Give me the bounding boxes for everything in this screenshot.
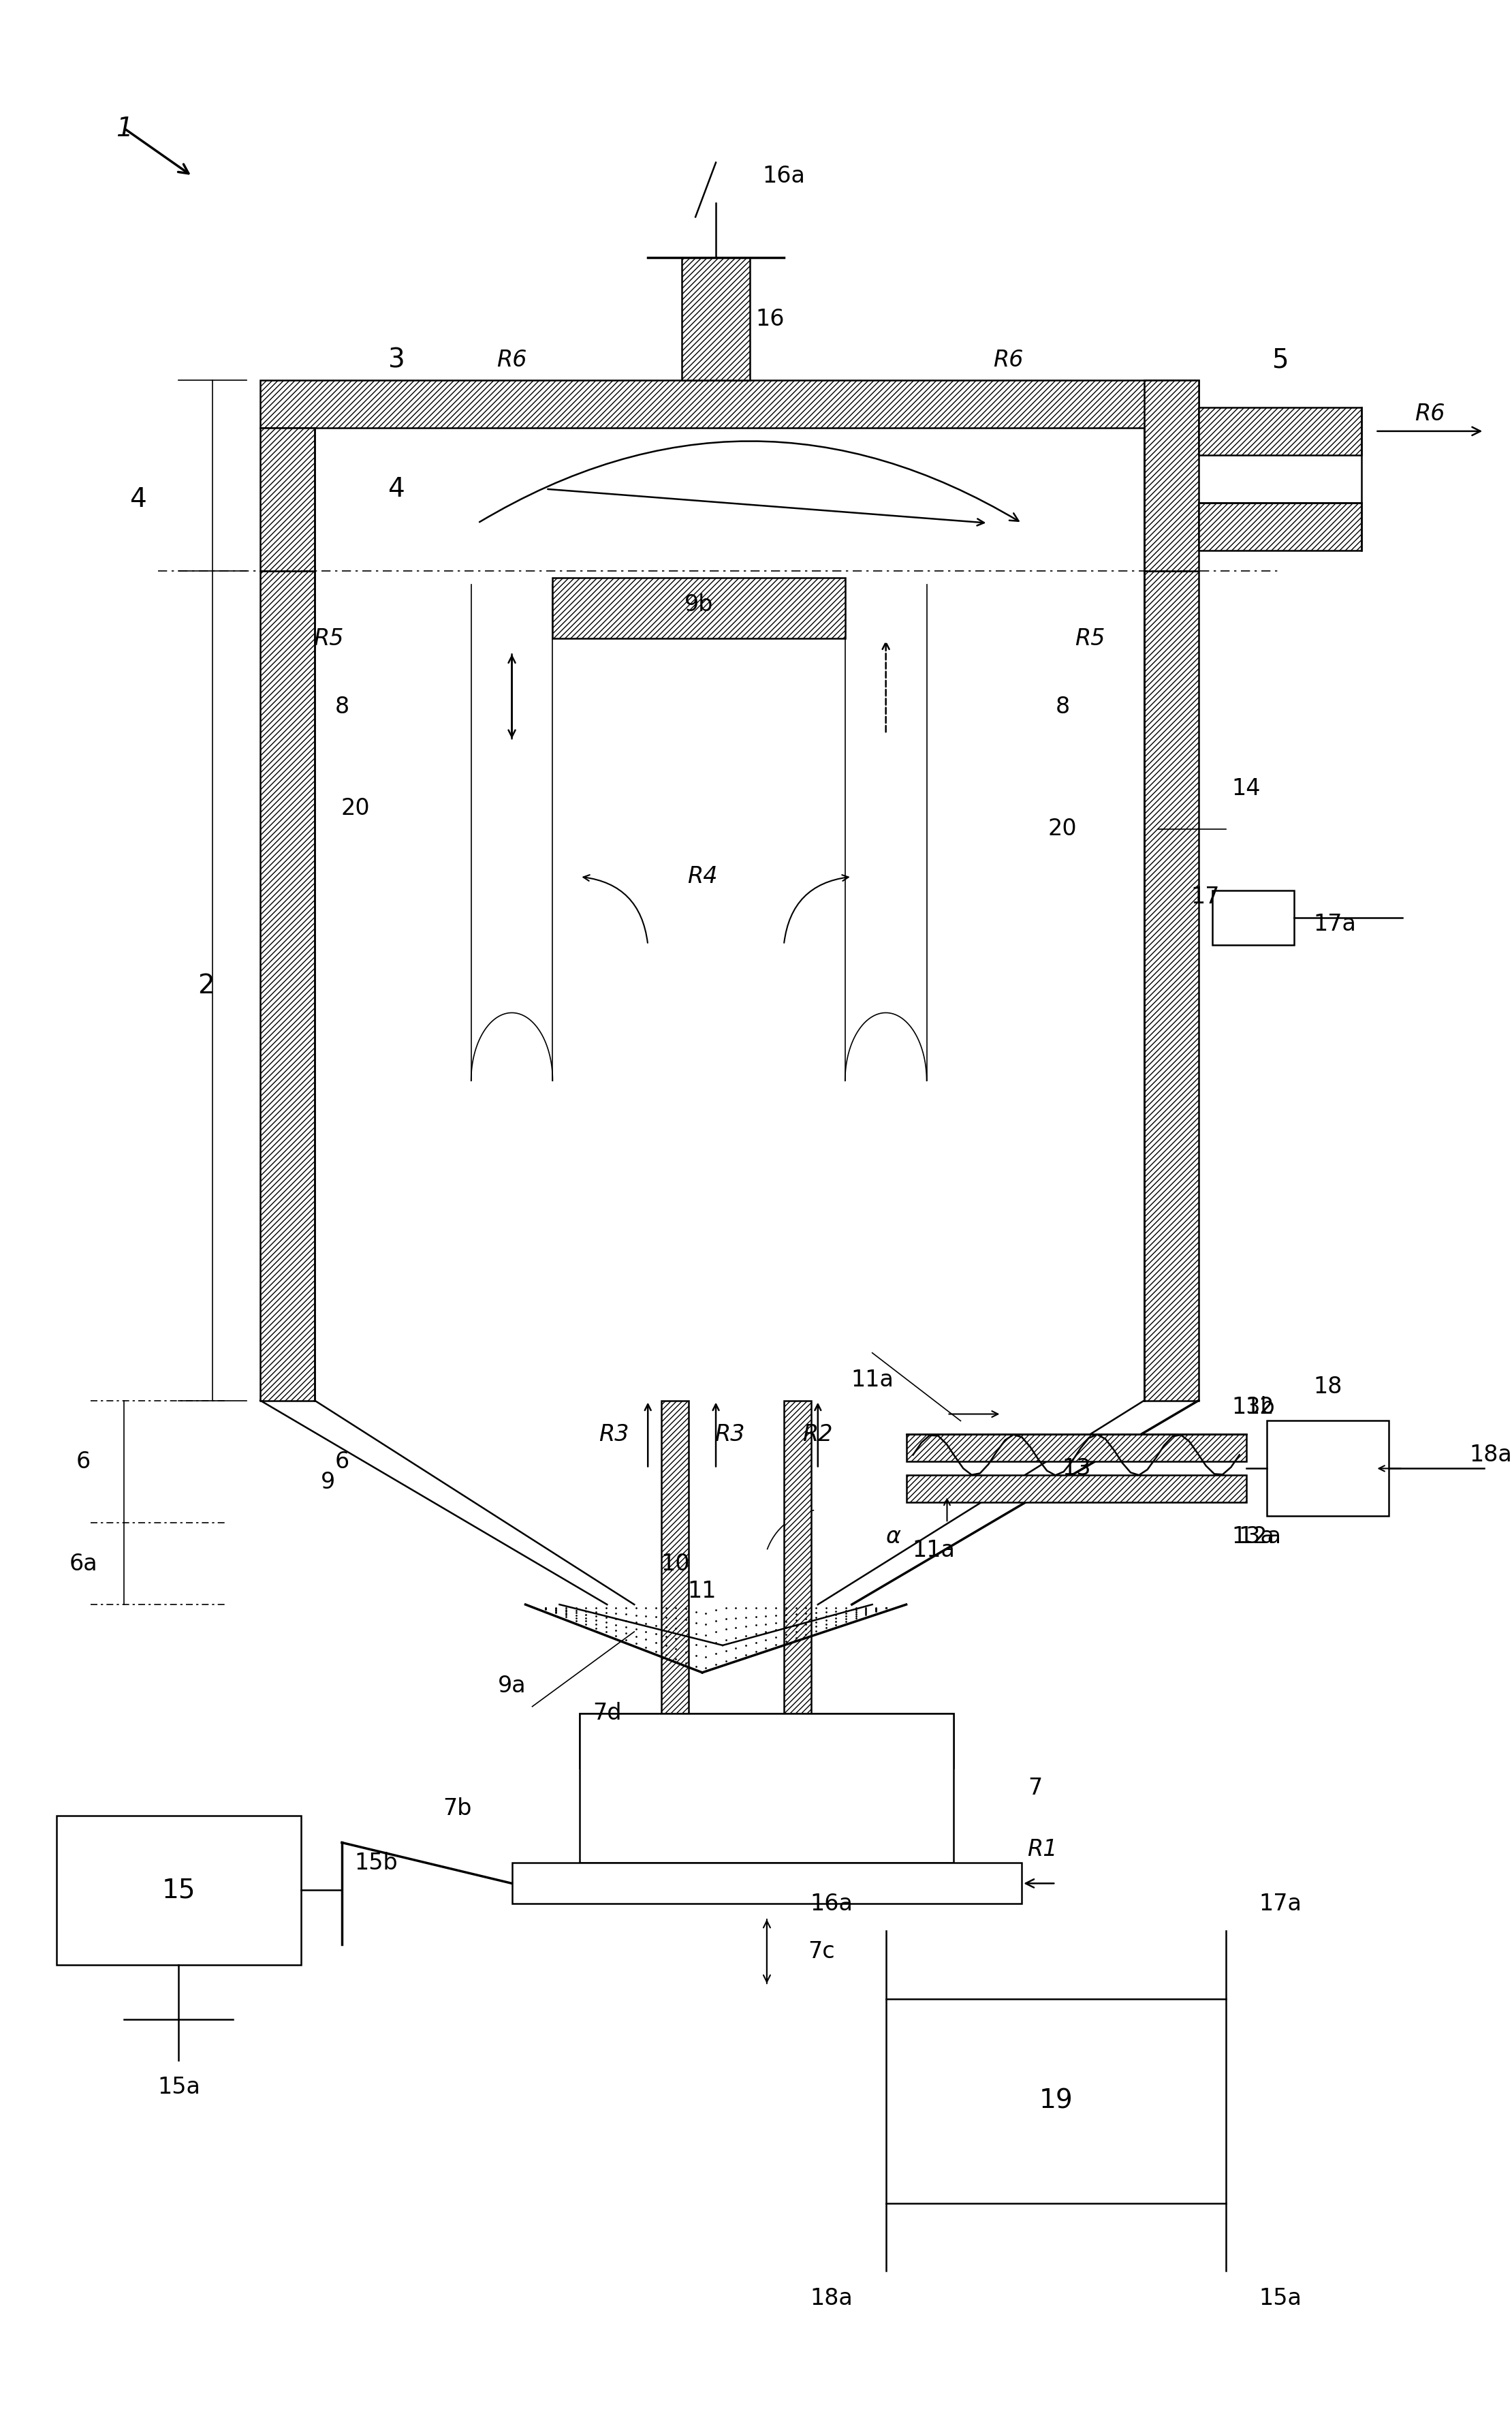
Text: R3: R3 bbox=[714, 1423, 744, 1445]
Text: 17a: 17a bbox=[1259, 1892, 1302, 1914]
Text: 11a: 11a bbox=[912, 1539, 956, 1561]
Text: 9b: 9b bbox=[685, 593, 714, 615]
Text: 20: 20 bbox=[342, 799, 370, 820]
Text: R3: R3 bbox=[599, 1423, 629, 1445]
Text: 17: 17 bbox=[1191, 886, 1220, 908]
Text: 18: 18 bbox=[1314, 1375, 1343, 1399]
Bar bbox=[513, 1863, 1022, 1905]
Text: 9a: 9a bbox=[497, 1675, 526, 1696]
Text: 11a: 11a bbox=[851, 1370, 894, 1391]
Text: 4: 4 bbox=[130, 486, 147, 513]
Text: R6: R6 bbox=[993, 348, 1024, 370]
Text: 4: 4 bbox=[389, 477, 405, 501]
Text: 15a: 15a bbox=[157, 2076, 200, 2098]
Text: 15: 15 bbox=[162, 1878, 195, 1902]
Bar bbox=[1213, 891, 1294, 944]
Text: 14: 14 bbox=[1232, 777, 1261, 799]
Bar bbox=[682, 259, 750, 380]
Text: 3: 3 bbox=[389, 346, 405, 373]
Bar bbox=[1267, 1421, 1390, 1515]
Text: R2: R2 bbox=[803, 1423, 833, 1445]
Bar bbox=[1145, 571, 1199, 1401]
Text: 1: 1 bbox=[116, 116, 133, 140]
Text: 19: 19 bbox=[1039, 2088, 1074, 2115]
Bar bbox=[260, 428, 314, 571]
Text: α: α bbox=[885, 1525, 900, 1549]
Text: 13: 13 bbox=[1061, 1457, 1090, 1479]
Text: 16: 16 bbox=[756, 307, 785, 329]
Bar bbox=[886, 1999, 1226, 2202]
Text: 17a: 17a bbox=[1314, 912, 1356, 937]
Bar bbox=[260, 571, 314, 1401]
Text: 7c: 7c bbox=[807, 1941, 835, 1963]
Text: 16a: 16a bbox=[762, 165, 806, 186]
Bar bbox=[1199, 407, 1362, 455]
Text: 7: 7 bbox=[1028, 1776, 1043, 1800]
Bar bbox=[906, 1435, 1246, 1462]
Text: 9: 9 bbox=[321, 1471, 336, 1493]
Bar bbox=[260, 380, 1199, 428]
Text: 6: 6 bbox=[76, 1450, 91, 1474]
Bar bbox=[553, 578, 845, 639]
Text: R1: R1 bbox=[1027, 1839, 1057, 1861]
Bar bbox=[1145, 380, 1199, 571]
Text: 8: 8 bbox=[334, 695, 349, 719]
Bar bbox=[581, 1713, 954, 1767]
Text: 7d: 7d bbox=[593, 1701, 621, 1725]
Text: R4: R4 bbox=[686, 866, 717, 888]
Text: 6a: 6a bbox=[70, 1554, 98, 1575]
Text: 13b: 13b bbox=[1231, 1396, 1275, 1418]
Text: 16a: 16a bbox=[810, 1892, 853, 1914]
Text: R5: R5 bbox=[1075, 627, 1105, 651]
Text: 7b: 7b bbox=[443, 1798, 472, 1820]
Text: 15a: 15a bbox=[1259, 2287, 1302, 2309]
Text: 12: 12 bbox=[1246, 1396, 1275, 1418]
Bar bbox=[56, 1815, 301, 1965]
Text: 15b: 15b bbox=[354, 1851, 398, 1873]
Text: 18a: 18a bbox=[810, 2287, 853, 2309]
Text: 5: 5 bbox=[1272, 346, 1288, 373]
Bar bbox=[1199, 503, 1362, 549]
Text: 12a: 12a bbox=[1238, 1525, 1281, 1549]
Bar bbox=[581, 1713, 954, 1863]
Text: R6: R6 bbox=[497, 348, 528, 370]
Text: 20: 20 bbox=[1048, 818, 1077, 840]
Text: 6: 6 bbox=[334, 1450, 349, 1474]
Text: 8: 8 bbox=[1055, 695, 1070, 719]
Text: 10: 10 bbox=[661, 1554, 689, 1575]
Text: 13a: 13a bbox=[1232, 1525, 1275, 1549]
Text: 2: 2 bbox=[198, 973, 215, 999]
Text: R6: R6 bbox=[1415, 404, 1445, 426]
Text: 18a: 18a bbox=[1470, 1445, 1512, 1467]
Text: R5: R5 bbox=[313, 627, 343, 651]
Bar bbox=[661, 1401, 688, 1728]
Bar bbox=[906, 1476, 1246, 1503]
Bar bbox=[783, 1401, 810, 1728]
Text: 11: 11 bbox=[688, 1580, 717, 1602]
